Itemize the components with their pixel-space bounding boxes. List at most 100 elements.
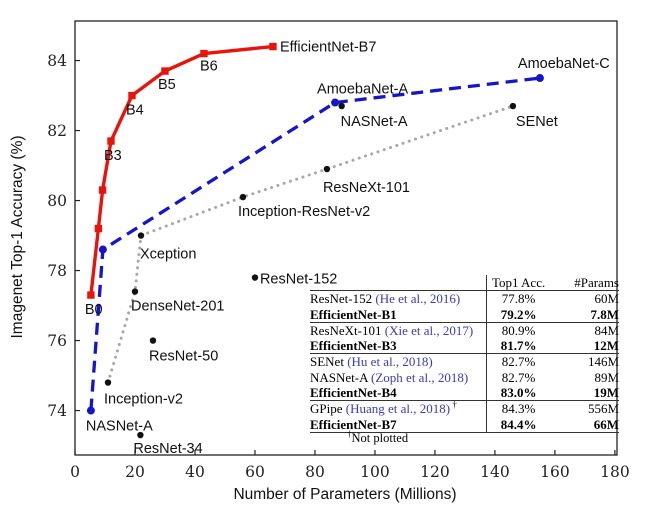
x-axis-label: Number of Parameters (Millions) (233, 486, 457, 503)
table-row: EfficientNet-B4 83.0% 19M (310, 385, 619, 402)
x-tick-label: 120 (420, 463, 450, 481)
table-row: ResNet-152 (He et al., 2016) 77.8% 60M (310, 290, 619, 307)
model-citation: (Xie et al., 2017) (384, 322, 474, 338)
dagger-symbol: † (450, 400, 457, 411)
data-point-nasnet-amoebanet (535, 74, 544, 83)
label-inception-resnet-v2: Inception-ResNet-v2 (238, 204, 370, 220)
model-name: ResNet-152 (310, 291, 376, 307)
model-name: ResNeXt-101 (310, 322, 385, 338)
data-point-nasnet-amoebanet (331, 98, 340, 107)
data-point-efficientnet (128, 91, 136, 100)
label-resnet-34: ResNet-34 (133, 441, 202, 457)
model-citation: (Zoph et al., 2018) (371, 369, 469, 385)
cell-top1-acc: 82.7% (485, 353, 551, 370)
data-point-convnet-trend (104, 379, 112, 386)
cell-top1-acc: 79.2% (485, 306, 551, 323)
model-name: NASNet-A (310, 369, 372, 385)
cell-model: ResNeXt-101 (Xie et al., 2017) (310, 322, 486, 338)
x-tick-label: 140 (480, 463, 510, 481)
label-amoebanet-c: AmoebaNet-C (518, 56, 610, 72)
cell-model: EfficientNet-B4 (310, 385, 487, 402)
table-header-model (310, 275, 487, 292)
cell-top1-acc: 84.3% (485, 400, 551, 417)
cell-model: ResNet-152 (He et al., 2016) (310, 291, 486, 307)
data-point-efficientnet (87, 291, 95, 299)
x-tick-label: 20 (125, 463, 145, 481)
label-resnext-101: ResNeXt-101 (323, 180, 410, 196)
label-b4: B4 (126, 103, 144, 119)
label-b5: B5 (158, 77, 176, 93)
cell-params: 89M (594, 369, 619, 385)
table-row: EfficientNet-B1 79.2% 7.8M (310, 306, 619, 323)
x-tick-label: 0 (70, 463, 80, 481)
cell-model: EfficientNet-B7 (310, 416, 487, 433)
dagger-symbol: † (347, 428, 352, 439)
model-name: EfficientNet-B7 (310, 416, 397, 432)
table-row: GPipe (Huang et al., 2018) † 84.3% 556M (310, 401, 619, 417)
inset-comparison-table: Top1 Acc. #Params ResNet-152 (He et al.,… (310, 275, 619, 433)
x-tick-label: 180 (600, 463, 630, 481)
data-point-convnet-trend (323, 165, 331, 173)
x-tick-label: 40 (185, 463, 205, 481)
series-line-nasnet-amoebanet (89, 76, 541, 411)
cell-params: 12M (550, 338, 619, 355)
label-xception: Xception (140, 247, 196, 263)
data-point-convnet-trend (509, 102, 517, 110)
table-row: SENet (Hu et al., 2018) 82.7% 146M (310, 353, 619, 370)
y-tick-label: 82 (47, 122, 67, 140)
cell-top1-acc: 80.9% (485, 322, 551, 339)
cell-model: EfficientNet-B1 (310, 306, 487, 323)
cell-params: 146M (587, 354, 619, 370)
model-citation: (Huang et al., 2018) (345, 401, 451, 417)
comparison-table: Top1 Acc. #Params ResNet-152 (He et al.,… (310, 275, 619, 433)
model-name: GPipe (310, 401, 346, 417)
x-tick-label: 160 (540, 463, 570, 481)
model-citation: (He et al., 2016) (375, 291, 461, 307)
data-point-efficientnet (98, 186, 107, 194)
cell-params: 7.8M (550, 306, 619, 323)
data-point-standalone (251, 274, 259, 281)
label-inception-v2: Inception-v2 (104, 392, 183, 408)
data-point-efficientnet (269, 42, 277, 51)
label-nasnet-a: NASNet-A (341, 114, 408, 130)
label-senet: SENet (516, 114, 558, 130)
label-nasnet-a: NASNet-A (86, 419, 153, 435)
y-tick-label: 74 (47, 402, 67, 420)
table-row: NASNet-A (Zoph et al., 2018) 82.7% 89M (310, 369, 619, 386)
model-name: SENet (310, 354, 348, 370)
table-header-row: Top1 Acc. #Params (310, 275, 619, 292)
cell-top1-acc: 83.0% (485, 385, 551, 402)
data-point-convnet-trend (137, 232, 145, 239)
y-tick-label: 80 (47, 192, 67, 210)
cell-top1-acc: 77.8% (485, 290, 551, 307)
data-point-nasnet-amoebanet (98, 245, 107, 254)
label-b3: B3 (104, 148, 122, 164)
label-efficientnet-b7: EfficientNet-B7 (280, 40, 376, 56)
data-point-convnet-trend (239, 193, 247, 201)
series-line-convnet-trend (106, 104, 515, 385)
cell-model: SENet (Hu et al., 2018) (310, 354, 486, 370)
cell-params: 19M (550, 385, 619, 402)
data-point-convnet-trend (131, 288, 139, 295)
data-point-standalone (149, 337, 157, 344)
x-tick-label: 100 (360, 463, 390, 481)
y-tick-label: 84 (47, 52, 67, 70)
data-point-standalone (137, 431, 144, 439)
cell-params: 556M (587, 401, 619, 417)
label-b6: B6 (200, 59, 218, 75)
label-b0: B0 (85, 302, 103, 318)
cell-params: 60M (594, 291, 619, 307)
label-amoebanet-a: AmoebaNet-A (317, 82, 408, 98)
data-point-nasnet-amoebanet (86, 406, 95, 415)
model-name: EfficientNet-B4 (310, 385, 397, 401)
data-point-efficientnet (107, 137, 115, 145)
table-row: EfficientNet-B7 84.4% 66M (310, 416, 619, 433)
model-citation: (Hu et al., 2018) (347, 354, 433, 370)
cell-top1-acc: 84.4% (485, 416, 551, 433)
cell-model: NASNet-A (Zoph et al., 2018) (310, 370, 486, 385)
model-name: EfficientNet-B3 (310, 338, 397, 354)
table-row: EfficientNet-B3 81.7% 12M (310, 338, 619, 355)
model-name: EfficientNet-B1 (310, 306, 397, 322)
